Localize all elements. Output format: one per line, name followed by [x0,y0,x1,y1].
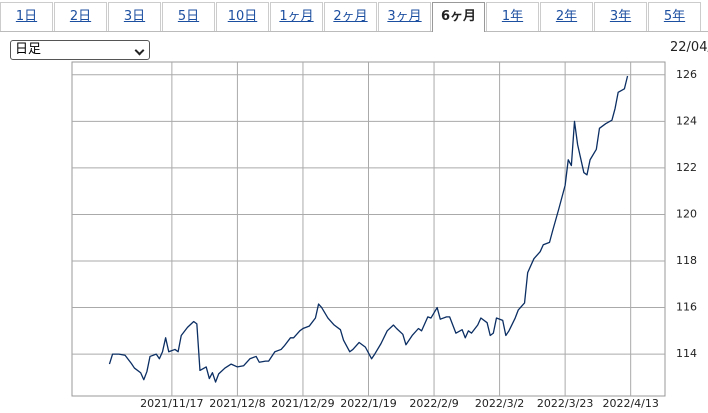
x-tick-label: 2022/1/19 [340,397,396,410]
y-tick-label: 126 [676,68,697,81]
tab[interactable]: 1年 [486,2,539,31]
y-tick-label: 116 [676,301,697,314]
tab[interactable]: 3ヶ月 [378,2,431,31]
tab[interactable]: 3年 [594,2,647,31]
tab[interactable]: 6ヶ月 [432,2,485,32]
tab[interactable]: 2年 [540,2,593,31]
x-tick-label: 2021/11/17 [140,397,203,410]
tab[interactable]: 2ヶ月 [324,2,377,31]
tab[interactable]: 5年 [648,2,701,31]
tab-bar: 1日 2日 3日 5日 10日 1ヶ月 2ヶ月 3ヶ月 6ヶ月 1年 2年 3年 5年 [0,0,708,32]
x-tick-label: 2022/4/13 [602,397,658,410]
x-tick-label: 2021/12/8 [209,397,265,410]
price-line [108,75,629,383]
y-tick-label: 120 [676,207,697,220]
x-tick-label: 2022/3/2 [475,397,524,410]
y-tick-label: 122 [676,161,697,174]
y-tick-label: 124 [676,114,697,127]
x-tick-label: 2022/3/23 [537,397,593,410]
y-tick-label: 114 [676,347,697,360]
x-tick-label: 2021/12/29 [271,397,334,410]
tab[interactable]: 10日 [216,2,269,31]
tab[interactable]: 1ヶ月 [270,2,323,31]
tab[interactable]: 3日 [108,2,161,31]
tab[interactable]: 2日 [54,2,107,31]
y-tick-label: 118 [676,254,697,267]
tab[interactable]: 1日 [0,2,53,31]
x-tick-label: 2022/2/9 [409,397,458,410]
tab[interactable]: 5日 [162,2,215,31]
header-date: 22/04/ [670,40,708,55]
period-select[interactable]: 日足 [10,40,150,60]
